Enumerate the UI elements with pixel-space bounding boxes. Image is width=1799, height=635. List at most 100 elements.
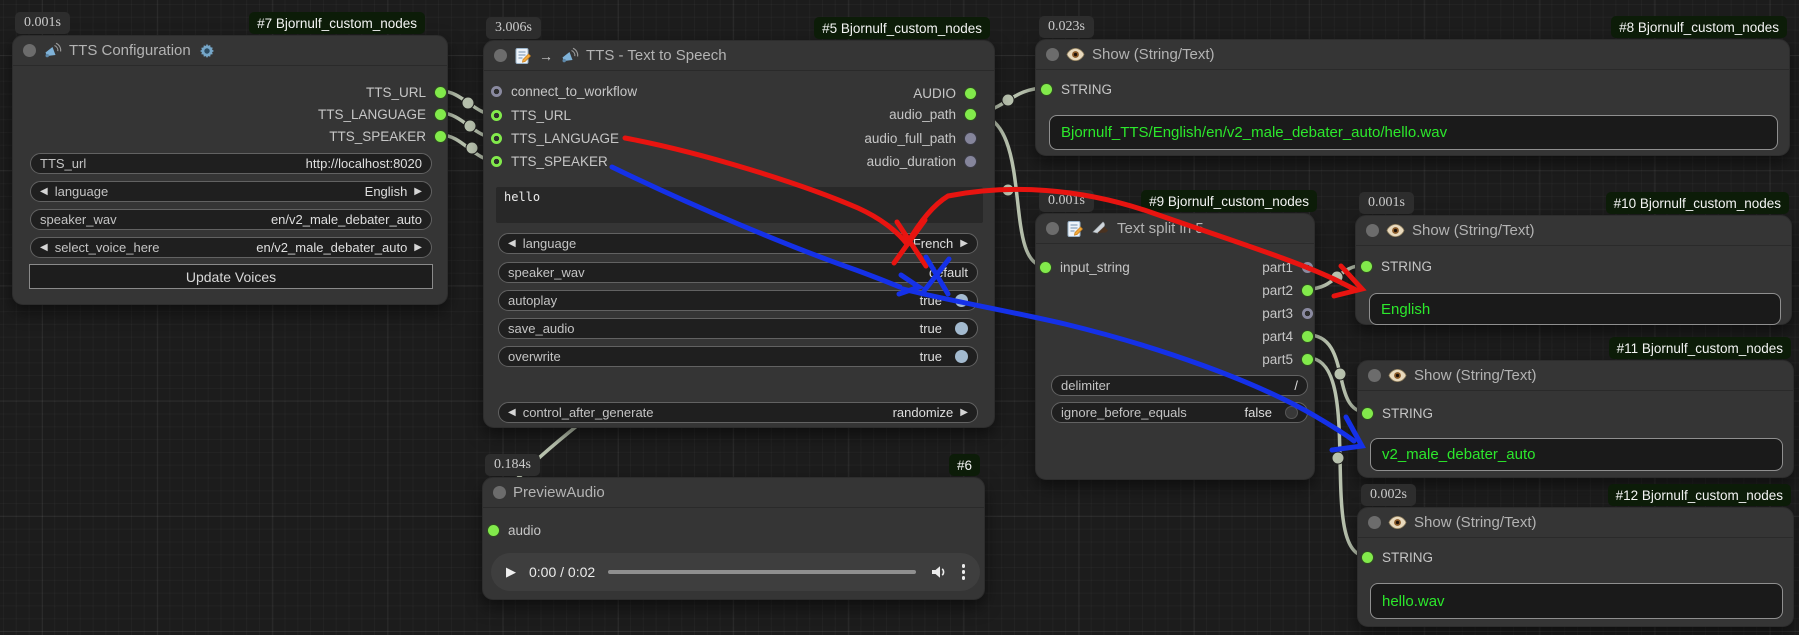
port-dot[interactable]	[1302, 330, 1313, 342]
collapse-dot[interactable]	[1368, 369, 1381, 382]
port-dot[interactable]	[1361, 260, 1372, 272]
port-dot[interactable]	[1302, 261, 1313, 273]
port-dot[interactable]	[1040, 261, 1051, 273]
combo-left-arrow-icon[interactable]: ◀	[40, 242, 48, 253]
input-string[interactable]: STRING	[1362, 402, 1433, 424]
output-part2[interactable]: part2	[1262, 279, 1313, 301]
port-dot[interactable]	[1302, 284, 1313, 296]
collapse-dot[interactable]	[1046, 48, 1059, 61]
collapse-dot[interactable]	[493, 486, 506, 499]
port-dot[interactable]	[965, 155, 976, 167]
node-titlebar[interactable]: Show (String/Text)	[1356, 216, 1791, 246]
string-display-box[interactable]: English	[1369, 293, 1781, 325]
combo-left-arrow-icon[interactable]: ◀	[508, 407, 516, 418]
node-preview-audio[interactable]: 0.184s #6 PreviewAudio audio ▶ 0:00 / 0:…	[482, 454, 985, 600]
node-show-path[interactable]: 0.023s #8 Bjornulf_custom_nodes Show (St…	[1035, 16, 1790, 156]
text-prompt-area[interactable]: hello	[496, 187, 983, 223]
node-tts-configuration[interactable]: 0.001s #7 Bjornulf_custom_nodes TTS Conf…	[12, 12, 448, 305]
widget-language-combo[interactable]: ◀ language French ▶	[498, 233, 978, 254]
port-dot[interactable]	[435, 130, 446, 142]
port-dot[interactable]	[1302, 307, 1313, 319]
port-dot[interactable]	[1362, 551, 1373, 563]
node-titlebar[interactable]: TTS Configuration	[13, 36, 447, 66]
port-dot[interactable]	[965, 132, 976, 144]
widget-ignore-before-equals-toggle[interactable]: ignore_before_equals false	[1051, 402, 1308, 423]
collapse-dot[interactable]	[23, 44, 36, 57]
collapse-dot[interactable]	[494, 49, 507, 62]
output-part1[interactable]: part1	[1262, 256, 1313, 278]
output-part4[interactable]: part4	[1262, 325, 1313, 347]
kebab-menu-icon[interactable]	[961, 564, 965, 580]
port-dot[interactable]	[1362, 407, 1373, 419]
node-titlebar[interactable]: PreviewAudio	[483, 478, 984, 508]
node-titlebar[interactable]: Show (String/Text)	[1358, 361, 1793, 391]
input-string[interactable]: STRING	[1041, 78, 1112, 100]
combo-right-arrow-icon[interactable]: ▶	[960, 407, 968, 418]
node-titlebar[interactable]: Show (String/Text)	[1036, 40, 1789, 70]
node-tts-text-to-speech[interactable]: 3.006s #5 Bjornulf_custom_nodes → TTS - …	[483, 17, 995, 428]
widget-select-voice-combo[interactable]: ◀ select_voice_here en/v2_male_debater_a…	[30, 237, 432, 258]
node-titlebar[interactable]: Text split in 5	[1036, 214, 1314, 244]
port-dot[interactable]	[491, 85, 502, 97]
port-dot[interactable]	[1041, 83, 1052, 95]
widget-language-combo[interactable]: ◀ language English ▶	[30, 181, 432, 202]
string-display-box[interactable]: hello.wav	[1370, 583, 1783, 619]
node-titlebar[interactable]: Show (String/Text)	[1358, 508, 1793, 538]
widget-save-audio-toggle[interactable]: save_audio true	[498, 318, 978, 339]
input-string[interactable]: STRING	[1361, 255, 1432, 277]
widget-speaker-wav[interactable]: speaker_wav en/v2_male_debater_auto	[30, 209, 432, 230]
collapse-dot[interactable]	[1368, 516, 1381, 529]
port-dot[interactable]	[491, 155, 502, 167]
input-input-string[interactable]: input_string	[1040, 256, 1130, 278]
port-dot[interactable]	[435, 108, 446, 120]
output-tts-language[interactable]: TTS_LANGUAGE	[318, 103, 446, 125]
output-audio[interactable]: AUDIO	[913, 82, 976, 104]
toggle-indicator[interactable]	[955, 350, 968, 363]
port-dot[interactable]	[488, 524, 499, 536]
input-string[interactable]: STRING	[1362, 546, 1433, 568]
play-button[interactable]: ▶	[506, 564, 516, 579]
port-dot[interactable]	[491, 109, 502, 121]
output-tts-url[interactable]: TTS_URL	[366, 81, 446, 103]
toggle-indicator[interactable]	[955, 294, 968, 307]
node-text-split[interactable]: 0.001s #9 Bjornulf_custom_nodes Text spl…	[1035, 190, 1317, 480]
node-show-language[interactable]: 0.001s #10 Bjornulf_custom_nodes Show (S…	[1355, 192, 1792, 325]
collapse-dot[interactable]	[1046, 222, 1059, 235]
node-show-voice[interactable]: #11 Bjornulf_custom_nodes Show (String/T…	[1357, 337, 1794, 478]
collapse-dot[interactable]	[1366, 224, 1379, 237]
volume-icon[interactable]	[929, 562, 949, 582]
input-tts-url[interactable]: TTS_URL	[491, 104, 571, 126]
output-audio-duration[interactable]: audio_duration	[867, 150, 976, 172]
output-audio-full-path[interactable]: audio_full_path	[864, 127, 976, 149]
toggle-indicator[interactable]	[955, 322, 968, 335]
widget-delimiter[interactable]: delimiter /	[1051, 375, 1308, 396]
combo-right-arrow-icon[interactable]: ▶	[414, 242, 422, 253]
node-show-file[interactable]: 0.002s #12 Bjornulf_custom_nodes Show (S…	[1357, 484, 1794, 627]
widget-overwrite-toggle[interactable]: overwrite true	[498, 346, 978, 367]
input-tts-language[interactable]: TTS_LANGUAGE	[491, 127, 619, 149]
input-connect-to-workflow[interactable]: connect_to_workflow	[491, 80, 637, 102]
input-audio[interactable]: audio	[488, 519, 541, 541]
output-tts-speaker[interactable]: TTS_SPEAKER	[329, 125, 446, 147]
toggle-indicator[interactable]	[1285, 406, 1298, 419]
seek-bar[interactable]	[608, 570, 916, 574]
combo-right-arrow-icon[interactable]: ▶	[960, 238, 968, 249]
port-dot[interactable]	[965, 87, 976, 99]
output-part3[interactable]: part3	[1262, 302, 1313, 324]
update-voices-button[interactable]: Update Voices	[29, 264, 433, 289]
output-part5[interactable]: part5	[1262, 348, 1313, 370]
node-titlebar[interactable]: → TTS - Text to Speech	[484, 41, 994, 71]
audio-player[interactable]: ▶ 0:00 / 0:02	[491, 553, 980, 591]
output-audio-path[interactable]: audio_path	[889, 103, 976, 125]
port-dot[interactable]	[435, 86, 446, 98]
port-dot[interactable]	[1302, 353, 1313, 365]
combo-left-arrow-icon[interactable]: ◀	[508, 238, 516, 249]
input-tts-speaker[interactable]: TTS_SPEAKER	[491, 150, 608, 172]
widget-control-after-generate[interactable]: ◀ control_after_generate randomize ▶	[498, 402, 978, 423]
widget-tts-url[interactable]: TTS_url http://localhost:8020	[30, 153, 432, 174]
port-dot[interactable]	[965, 108, 976, 120]
widget-speaker-wav[interactable]: speaker_wav default	[498, 262, 978, 283]
widget-autoplay-toggle[interactable]: autoplay true	[498, 290, 978, 311]
port-dot[interactable]	[491, 132, 502, 144]
